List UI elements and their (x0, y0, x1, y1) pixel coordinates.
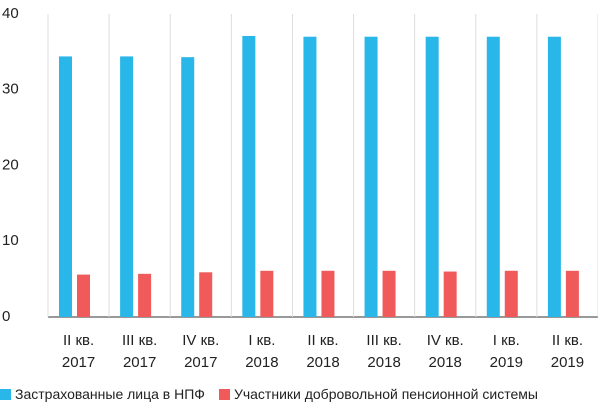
y-tick-label: 30 (2, 81, 19, 98)
bar (425, 36, 439, 317)
bar (321, 270, 335, 317)
y-tick-label: 20 (2, 156, 19, 173)
bar (260, 270, 274, 317)
x-tick-label: I кв. 2019 (489, 332, 524, 371)
bar (443, 271, 457, 317)
bar (199, 272, 213, 317)
bar (59, 56, 72, 318)
x-tick-label: IV кв. 2017 (182, 332, 220, 371)
bar (565, 270, 579, 317)
y-tick-label: 0 (2, 308, 10, 325)
bar (382, 270, 396, 317)
legend: Застрахованные лица в НПФ Участники добро… (0, 386, 538, 402)
x-tick-label: II кв. 2019 (550, 332, 585, 371)
bar (547, 36, 561, 317)
bar (303, 36, 317, 317)
y-tick-label: 40 (2, 5, 19, 22)
x-tick-label: I кв. 2018 (245, 332, 279, 371)
bar (504, 270, 518, 317)
bar (242, 35, 256, 317)
bar (364, 36, 378, 317)
bar (486, 36, 500, 317)
x-tick-label: II кв. 2018 (306, 332, 340, 371)
legend-swatch (0, 388, 11, 400)
bar (181, 57, 195, 318)
bar (120, 56, 134, 318)
legend-label: Участники добровольной пенсионной систем… (233, 386, 538, 402)
legend-swatch (218, 388, 230, 400)
legend-item: Застрахованные лица в НПФ (0, 386, 205, 402)
x-tick-label: IV кв. 2018 (426, 332, 464, 371)
bar (138, 273, 152, 317)
x-tick-label: II кв. 2017 (61, 332, 96, 371)
y-tick-label: 10 (2, 232, 19, 249)
legend-label: Застрахованные лица в НПФ (15, 386, 205, 402)
bar (77, 274, 90, 317)
x-tick-label: III кв. 2017 (121, 332, 158, 371)
x-tick-label: III кв. 2018 (366, 332, 402, 371)
legend-item: Участники добровольной пенсионной систем… (218, 386, 538, 402)
